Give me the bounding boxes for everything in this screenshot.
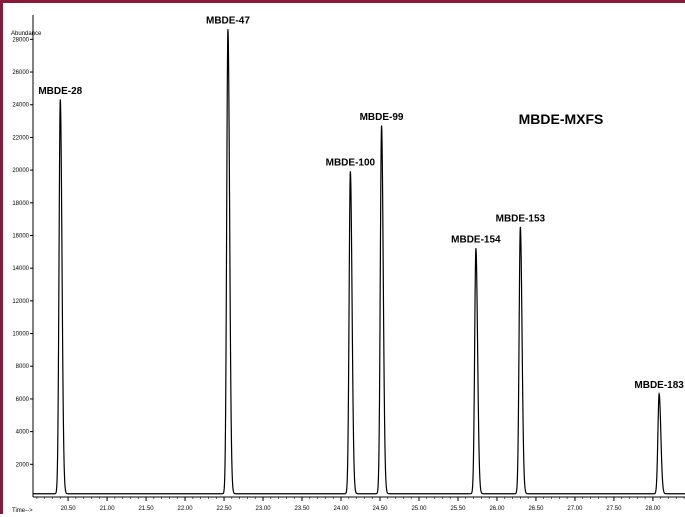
trace-layer — [33, 28, 685, 495]
peak-apex — [349, 171, 351, 173]
x-tick-label: 22.00 — [178, 506, 194, 512]
y-tick-label: 26000 — [12, 70, 29, 76]
y-tick-label: 4000 — [16, 430, 30, 436]
x-tick-label: 26.00 — [489, 506, 505, 512]
peak-label: MBDE-183 — [634, 380, 684, 391]
x-tick-label: 23.50 — [295, 506, 311, 512]
peak-label: MBDE-28 — [38, 86, 82, 97]
x-tick-label: 21.00 — [100, 506, 116, 512]
y-tick-label: 14000 — [12, 266, 29, 272]
x-tick-label: 25.50 — [450, 506, 466, 512]
y-tick-label: 8000 — [16, 364, 30, 370]
chromatogram-trace — [33, 29, 685, 495]
x-tick-label: 23.00 — [256, 506, 272, 512]
y-tick-label: 6000 — [16, 397, 30, 403]
x-tick-label: 24.00 — [333, 506, 349, 512]
peak-label: MBDE-47 — [206, 16, 250, 27]
y-tick-label: 18000 — [12, 201, 29, 207]
y-tick-label: 12000 — [12, 299, 29, 305]
peak-apex — [59, 99, 61, 101]
x-tick-label: 27.50 — [606, 506, 622, 512]
y-tick-label: 22000 — [12, 135, 29, 141]
x-tick-label: 27.00 — [567, 506, 583, 512]
peak-label: MBDE-153 — [496, 213, 546, 224]
peak-apex — [658, 393, 660, 395]
peak-label: MBDE-99 — [360, 112, 404, 123]
x-tick-label: 21.50 — [139, 506, 155, 512]
peak-label: MBDE-154 — [451, 235, 501, 246]
x-tick-label: 22.50 — [217, 506, 233, 512]
y-tick-label: 2000 — [16, 462, 30, 468]
y-tick-label: 10000 — [12, 332, 29, 338]
axes: 2000 4000 6000 8000 10000 12000 14000 16000 1800… — [12, 15, 685, 512]
peak-label: MBDE-100 — [326, 158, 376, 169]
chart-title: MBDE-MXFS — [519, 111, 604, 127]
y-tick-label: 28000 — [12, 37, 29, 43]
y-axis-label: Abundance — [11, 31, 42, 37]
x-tick-label: 26.50 — [528, 506, 544, 512]
peak-apex — [227, 28, 229, 31]
x-tick-label: 28.00 — [645, 506, 661, 512]
y-tick-label: 20000 — [12, 168, 29, 174]
peak-apex — [380, 125, 383, 127]
chromatogram-chart: 2000 4000 6000 8000 10000 12000 14000 16000 1800… — [11, 15, 685, 514]
y-tick-label: 24000 — [12, 103, 29, 109]
x-axis-label: Time--> — [12, 508, 33, 514]
peak-labels: MBDE-28 MBDE-47 MBDE-100 MBDE-99 MBDE-154 MBD… — [38, 16, 684, 391]
x-tick-label: 24.50 — [372, 506, 388, 512]
x-tick-label: 25.00 — [411, 506, 427, 512]
peak-apex — [475, 247, 477, 250]
x-tick-label: 20.50 — [61, 506, 77, 512]
y-tick-label: 16000 — [12, 233, 29, 239]
peak-apex — [519, 226, 521, 228]
